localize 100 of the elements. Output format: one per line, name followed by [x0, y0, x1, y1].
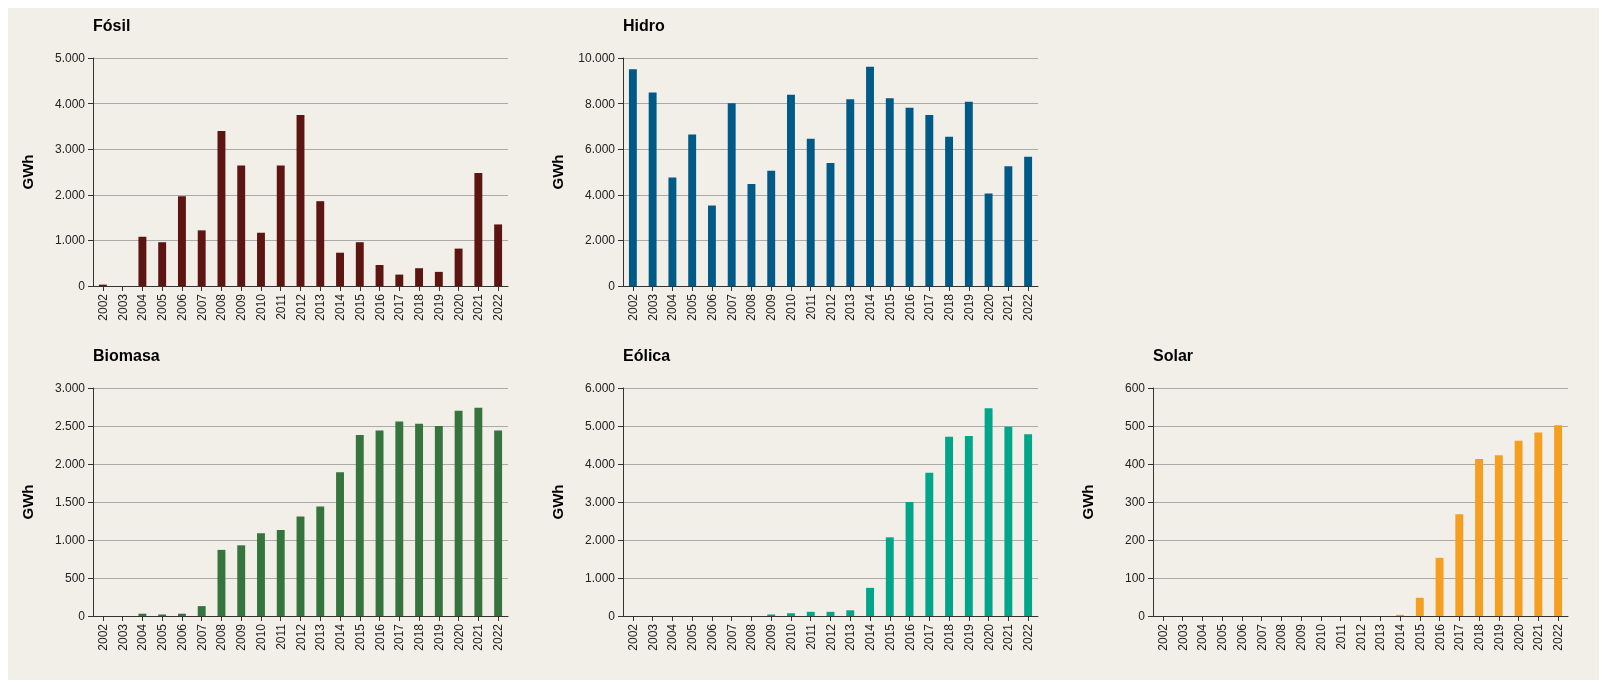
bar	[336, 252, 344, 286]
x-tick-label: 2006	[174, 623, 189, 651]
x-tick-label: 2013	[1373, 623, 1388, 651]
y-axis-title: GWh	[19, 484, 36, 520]
x-tick-label: 2017	[1452, 623, 1467, 651]
bar	[866, 587, 874, 616]
x-tick-label: 2014	[863, 293, 878, 321]
bar	[806, 611, 815, 616]
chart-title: Solar	[1153, 346, 1194, 364]
x-tick-label: 2006	[174, 293, 189, 321]
bar	[668, 177, 677, 286]
x-tick-label: 2019	[961, 623, 976, 651]
bar	[806, 138, 815, 286]
x-tick-label: 2012	[293, 623, 308, 651]
x-tick-label: 2009	[234, 623, 249, 651]
y-axis-title: GWh	[1079, 484, 1096, 520]
y-tick-label: 300	[1124, 495, 1146, 509]
x-tick-label: 2010	[783, 293, 798, 321]
y-tick-label: 4.000	[584, 457, 616, 471]
x-tick-label: 2017	[392, 293, 407, 321]
x-tick-label: 2009	[234, 293, 249, 321]
x-tick-label: 2010	[253, 293, 268, 321]
bar	[1554, 425, 1563, 616]
x-tick-label: 2002	[625, 623, 640, 651]
x-tick-label: 2008	[214, 623, 229, 651]
x-tick-label: 2007	[724, 293, 739, 321]
x-tick-label: 2015	[882, 293, 897, 321]
bar	[707, 205, 716, 286]
y-tick-label: 2.500	[54, 419, 86, 433]
chart-title: Fósil	[93, 16, 131, 34]
x-tick-label: 2022	[1021, 293, 1036, 321]
y-tick-label: 100	[1124, 571, 1146, 585]
x-tick-label: 2014	[863, 623, 878, 651]
x-tick-label: 2017	[922, 293, 937, 321]
bar	[257, 232, 265, 286]
y-tick-label: 5.000	[584, 419, 616, 433]
x-tick-label: 2013	[843, 623, 858, 651]
bar	[846, 610, 855, 616]
x-tick-label: 2014	[333, 293, 348, 321]
bar	[355, 242, 364, 286]
x-tick-label: 2017	[392, 623, 407, 651]
bar	[866, 66, 874, 286]
x-tick-label: 2018	[1472, 623, 1487, 651]
bar	[197, 230, 206, 286]
y-tick-label: 0	[608, 609, 616, 623]
bar	[415, 268, 424, 286]
x-tick-label: 2018	[412, 293, 427, 321]
x-tick-label: 2003	[115, 293, 130, 321]
bar	[395, 274, 404, 286]
x-tick-label: 2002	[95, 623, 110, 651]
y-axis-title: GWh	[549, 154, 566, 190]
y-tick-label: 8.000	[584, 96, 616, 111]
x-tick-label: 2007	[194, 293, 209, 321]
x-tick-label: 2011	[1333, 623, 1348, 650]
y-tick-label: 1.500	[54, 495, 86, 509]
x-tick-label: 2008	[1274, 623, 1289, 651]
bar	[434, 271, 443, 286]
bar	[454, 410, 463, 616]
bar	[925, 472, 934, 616]
bar	[1455, 514, 1464, 616]
x-tick-label: 2006	[1234, 623, 1249, 651]
y-tick-label: 0	[608, 279, 616, 293]
bar	[787, 613, 795, 616]
y-tick-label: 10.000	[578, 51, 616, 65]
x-tick-label: 2012	[293, 293, 308, 321]
x-tick-label: 2011	[273, 293, 288, 320]
x-tick-label: 2010	[253, 623, 268, 651]
bar	[375, 430, 384, 616]
bar	[885, 537, 894, 616]
y-tick-label: 200	[1124, 533, 1146, 547]
y-tick-label: 2.000	[54, 457, 86, 471]
x-tick-label: 2004	[1195, 623, 1210, 651]
bar	[688, 134, 697, 286]
bar	[434, 426, 443, 616]
x-tick-label: 2020	[981, 293, 996, 321]
x-tick-label: 2007	[1254, 623, 1269, 651]
x-tick-label: 2015	[352, 623, 367, 651]
bar	[628, 69, 637, 286]
x-tick-label: 2016	[372, 293, 387, 321]
bar	[846, 99, 855, 286]
y-tick-label: 2.000	[584, 233, 616, 248]
x-tick-label: 2009	[764, 623, 779, 651]
bar	[1415, 597, 1424, 616]
x-tick-label: 2012	[1353, 623, 1368, 651]
bar	[158, 242, 167, 286]
x-tick-label: 2022	[491, 623, 506, 651]
x-tick-label: 2016	[1432, 623, 1447, 651]
y-tick-label: 3.000	[584, 495, 616, 509]
y-tick-label: 6.000	[584, 381, 616, 395]
y-tick-label: 6.000	[584, 142, 616, 157]
x-tick-label: 2013	[313, 293, 328, 321]
y-axis-title: GWh	[549, 484, 566, 520]
x-tick-label: 2010	[1313, 623, 1328, 651]
x-tick-label: 2017	[922, 623, 937, 651]
bar	[767, 170, 776, 286]
x-tick-label: 2004	[665, 623, 680, 651]
y-tick-label: 0	[78, 279, 86, 293]
bar	[885, 98, 894, 286]
bar	[355, 435, 364, 616]
y-tick-label: 4.000	[584, 187, 616, 202]
